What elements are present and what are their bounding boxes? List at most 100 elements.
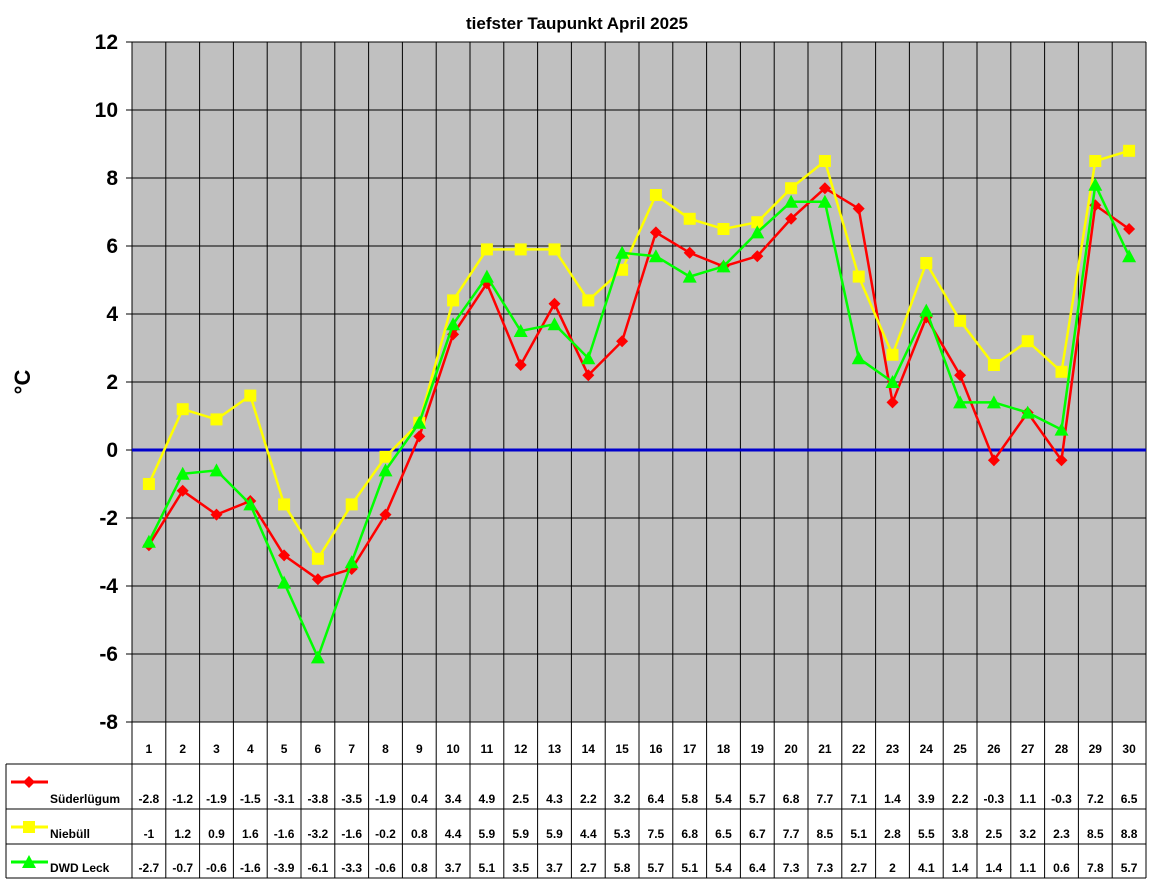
data-label: 5.7 <box>749 792 766 806</box>
x-tick-label: 15 <box>615 742 629 756</box>
y-tick-label: -6 <box>99 643 118 666</box>
data-point <box>851 351 866 365</box>
data-point <box>954 369 967 382</box>
data-label: 3.9 <box>918 792 935 806</box>
data-point <box>683 246 696 259</box>
data-label: -1.9 <box>206 792 227 806</box>
data-point <box>818 182 831 195</box>
data-label: 6.4 <box>749 861 766 875</box>
y-tick-label: 6 <box>106 235 118 258</box>
data-point <box>210 508 223 521</box>
data-point <box>920 257 933 269</box>
data-label: 5.9 <box>479 827 496 841</box>
y-tick-label: 8 <box>106 167 118 190</box>
data-point <box>852 270 865 283</box>
x-tick-label: 29 <box>1089 742 1103 756</box>
y-tick-label: 0 <box>106 439 118 462</box>
y-tick-label: -8 <box>99 711 118 734</box>
series-line <box>147 149 1130 562</box>
data-label: 1.6 <box>242 827 259 841</box>
data-label: 3.7 <box>546 861 563 875</box>
data-label: 4.9 <box>479 792 496 806</box>
x-tick-label: 20 <box>784 742 798 756</box>
data-point <box>1021 335 1034 348</box>
data-label: -3.9 <box>274 861 295 875</box>
x-tick-label: 16 <box>649 742 663 756</box>
x-tick-label: 7 <box>348 742 355 756</box>
data-label: -3.1 <box>274 792 295 806</box>
data-point <box>1055 365 1068 378</box>
data-point <box>785 182 798 195</box>
data-label: -3.5 <box>341 792 362 806</box>
data-point <box>548 297 561 310</box>
data-label: 2.2 <box>580 792 597 806</box>
y-tick-label: -2 <box>99 507 118 530</box>
data-label: -0.6 <box>206 861 227 875</box>
data-point <box>1089 155 1102 167</box>
data-label: 5.9 <box>546 827 563 841</box>
x-tick-label: 11 <box>481 742 494 756</box>
data-point <box>784 194 799 208</box>
data-point <box>141 534 156 548</box>
data-label: 2.5 <box>512 792 529 806</box>
data-point <box>446 317 461 331</box>
data-point <box>987 454 1000 467</box>
data-label: -1.6 <box>274 827 295 841</box>
data-point <box>209 463 224 477</box>
x-tick-label: 13 <box>548 742 562 756</box>
legend-label: Süderlügum <box>50 792 120 806</box>
x-tick-label: 22 <box>852 742 866 756</box>
data-label: -1.5 <box>240 792 261 806</box>
data-point <box>513 324 528 337</box>
data-label: 6.5 <box>1121 792 1138 806</box>
data-label: 8.5 <box>817 827 834 841</box>
data-point <box>683 212 696 225</box>
data-point <box>750 225 765 239</box>
data-label: 2.3 <box>1053 827 1070 841</box>
y-axis-label: °C <box>10 370 35 395</box>
data-point <box>616 263 629 276</box>
data-point <box>142 478 155 490</box>
y-tick-label: 2 <box>106 371 118 394</box>
data-point <box>1054 422 1069 436</box>
data-point <box>480 243 493 256</box>
data-label: 2.8 <box>884 827 901 841</box>
data-label: 3.2 <box>614 792 631 806</box>
x-tick-label: 28 <box>1055 742 1069 756</box>
data-label: 5.1 <box>850 827 867 841</box>
data-label: 1.4 <box>952 861 969 875</box>
data-point <box>717 223 730 235</box>
data-label: 7.5 <box>648 827 665 841</box>
data-label: -3.2 <box>308 827 329 841</box>
x-tick-label: 27 <box>1021 742 1035 756</box>
data-label: 5.9 <box>512 827 529 841</box>
data-label: -0.3 <box>984 792 1005 806</box>
chart-title: tiefster Taupunkt April 2025 <box>466 14 688 33</box>
x-tick-label: 19 <box>751 742 765 756</box>
data-label: 4.4 <box>580 827 597 841</box>
data-point <box>582 294 595 307</box>
data-label: 4.1 <box>918 861 935 875</box>
data-label: 5.1 <box>681 861 698 875</box>
data-label: 0.6 <box>1053 861 1070 875</box>
data-label: -3.3 <box>341 861 362 875</box>
data-label: 7.7 <box>817 792 834 806</box>
x-tick-label: 3 <box>213 742 220 756</box>
data-point <box>616 335 629 348</box>
x-tick-label: 1 <box>146 742 153 756</box>
data-point <box>379 450 392 463</box>
data-point <box>378 463 393 477</box>
data-point <box>886 348 899 361</box>
data-point <box>175 466 190 480</box>
data-label: -1.2 <box>172 792 193 806</box>
y-tick-label: 4 <box>106 303 118 326</box>
data-point <box>648 249 663 263</box>
data-label: -6.1 <box>308 861 329 875</box>
x-tick-label: 18 <box>717 742 731 756</box>
data-point <box>1088 177 1103 191</box>
data-label: 3.4 <box>445 792 462 806</box>
data-point <box>987 359 1000 371</box>
data-table: 1 2 3 4 5 6 7 8 9 10 11 12 13 14 15 16 17 18 19 20 21 22 23 24 2… <box>5 721 1146 879</box>
x-tick-label: 2 <box>179 742 186 756</box>
